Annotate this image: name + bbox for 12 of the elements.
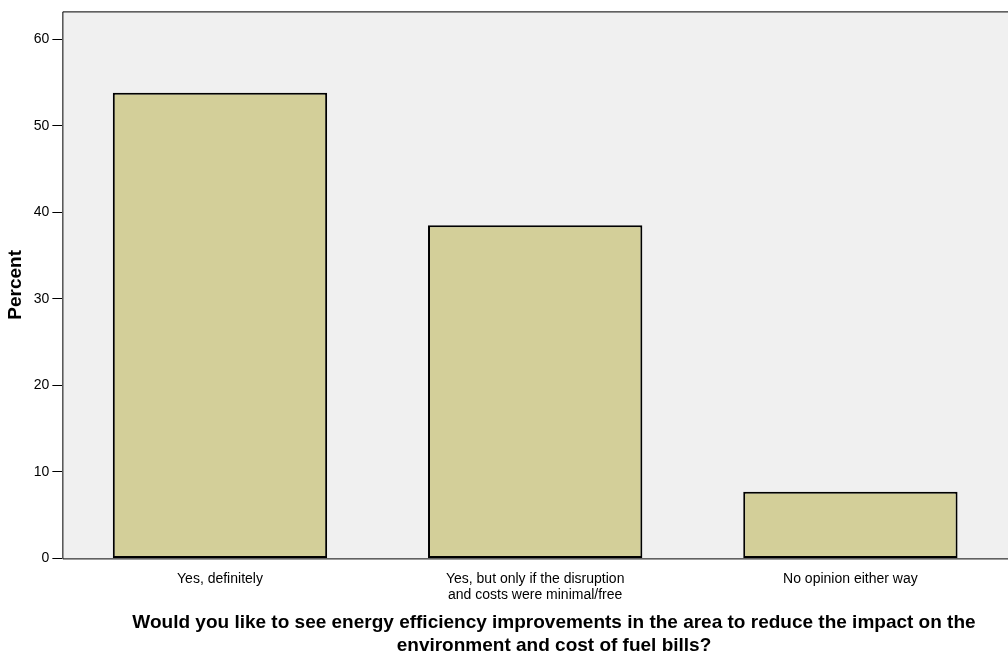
x-axis-title: Would you like to see energy efficiency improvements in the area to reduce the impact on the environment and cost of fuel bills? xyxy=(131,610,977,656)
y-tick-label: 20 xyxy=(33,376,50,393)
y-tick-label: 10 xyxy=(33,462,50,479)
x-tick-label: Yes, definitely xyxy=(177,569,263,586)
y-axis-title: Percent xyxy=(3,249,25,320)
y-tick-label: 50 xyxy=(33,116,50,133)
y-tick-label: 60 xyxy=(33,29,50,46)
x-tick-label: Yes, but only if the disruption and costs were minimal/free xyxy=(445,569,625,603)
x-tick-label: No opinion either way xyxy=(783,569,918,586)
y-tick-label: 30 xyxy=(33,289,50,306)
y-tick-label: 40 xyxy=(33,203,50,220)
y-tick-label: 0 xyxy=(41,549,50,566)
